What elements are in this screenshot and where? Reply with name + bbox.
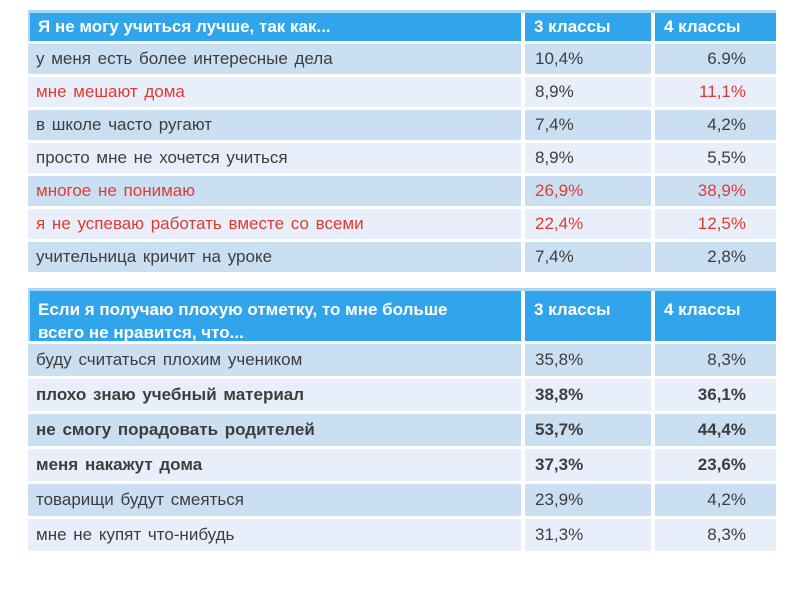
row-value-v3: 37,3% bbox=[525, 449, 651, 481]
row-label: товарищи будут смеяться bbox=[28, 484, 521, 516]
table2-header-col-3-classes: 3 классы bbox=[525, 291, 651, 341]
row-value-v3: 8,9% bbox=[525, 143, 651, 173]
row-value-v4: 12,5% bbox=[655, 209, 776, 239]
table1-header-col-3-classes: 3 классы bbox=[525, 13, 651, 41]
row-value-v4: 44,4% bbox=[655, 414, 776, 446]
table-row: меня накажут дома 37,3% 23,6% bbox=[28, 449, 776, 481]
row-label: не смогу порадовать родителей bbox=[28, 414, 521, 446]
table-row: мне не купят что-нибудь 31,3% 8,3% bbox=[28, 519, 776, 551]
row-value-v3: 7,4% bbox=[525, 242, 651, 272]
row-value-v3: 31,3% bbox=[525, 519, 651, 551]
row-value-v3: 26,9% bbox=[525, 176, 651, 206]
row-value-v3: 53,7% bbox=[525, 414, 651, 446]
table-row: учительница кричит на уроке 7,4% 2,8% bbox=[28, 242, 776, 272]
table-row: я не успеваю работать вместе со всеми 22,… bbox=[28, 209, 776, 239]
row-value-v4: 8,3% bbox=[655, 519, 776, 551]
row-value-v3: 23,9% bbox=[525, 484, 651, 516]
table-row: буду считаться плохим учеником 35,8% 8,3% bbox=[28, 344, 776, 376]
row-label: мне не купят что-нибудь bbox=[28, 519, 521, 551]
table-row: не смогу порадовать родителей 53,7% 44,4% bbox=[28, 414, 776, 446]
row-label: многое не понимаю bbox=[28, 176, 521, 206]
row-value-v3: 8,9% bbox=[525, 77, 651, 107]
row-value-v3: 38,8% bbox=[525, 379, 651, 411]
table-header-row: Если я получаю плохую отметку, то мне бо… bbox=[28, 288, 776, 342]
table-row: товарищи будут смеяться 23,9% 4,2% bbox=[28, 484, 776, 516]
row-label: я не успеваю работать вместе со всеми bbox=[28, 209, 521, 239]
row-value-v4: 4,2% bbox=[655, 110, 776, 140]
row-label: буду считаться плохим учеником bbox=[28, 344, 521, 376]
row-label: в школе часто ругают bbox=[28, 110, 521, 140]
table-row: плохо знаю учебный материал 38,8% 36,1% bbox=[28, 379, 776, 411]
row-value-v4: 8,3% bbox=[655, 344, 776, 376]
row-value-v4: 5,5% bbox=[655, 143, 776, 173]
row-label: мне мешают дома bbox=[28, 77, 521, 107]
table-row: в школе часто ругают 7,4% 4,2% bbox=[28, 110, 776, 140]
table1-header-col-4-classes: 4 классы bbox=[655, 13, 776, 41]
row-label: просто мне не хочется учиться bbox=[28, 143, 521, 173]
row-label: плохо знаю учебный материал bbox=[28, 379, 521, 411]
row-value-v4: 4,2% bbox=[655, 484, 776, 516]
row-value-v4: 2,8% bbox=[655, 242, 776, 272]
table2-header-question: Если я получаю плохую отметку, то мне бо… bbox=[28, 291, 521, 342]
row-value-v3: 7,4% bbox=[525, 110, 651, 140]
table2-header-col-4-classes: 4 классы bbox=[655, 291, 776, 341]
row-label: у меня есть более интересные дела bbox=[28, 44, 521, 74]
table2-body: буду считаться плохим учеником 35,8% 8,3% п… bbox=[28, 344, 776, 551]
table-header-row: Я не могу учиться лучше, так как... 3 кл… bbox=[28, 10, 776, 41]
table-row: у меня есть более интересные дела 10,4% 6.… bbox=[28, 44, 776, 74]
table1-body: у меня есть более интересные дела 10,4% 6.… bbox=[28, 44, 776, 272]
table1-header-question: Я не могу учиться лучше, так как... bbox=[28, 13, 521, 41]
row-value-v3: 35,8% bbox=[525, 344, 651, 376]
row-value-v4: 36,1% bbox=[655, 379, 776, 411]
row-value-v3: 22,4% bbox=[525, 209, 651, 239]
row-label: меня накажут дома bbox=[28, 449, 521, 481]
table-bad-mark-dislikes: Если я получаю плохую отметку, то мне бо… bbox=[28, 288, 776, 551]
row-value-v4: 6.9% bbox=[655, 44, 776, 74]
table-reasons-cant-study-better: Я не могу учиться лучше, так как... 3 кл… bbox=[28, 10, 776, 272]
row-value-v4: 38,9% bbox=[655, 176, 776, 206]
row-value-v4: 11,1% bbox=[655, 77, 776, 107]
row-value-v3: 10,4% bbox=[525, 44, 651, 74]
row-label: учительница кричит на уроке bbox=[28, 242, 521, 272]
table-row: просто мне не хочется учиться 8,9% 5,5% bbox=[28, 143, 776, 173]
table-row: многое не понимаю 26,9% 38,9% bbox=[28, 176, 776, 206]
row-value-v4: 23,6% bbox=[655, 449, 776, 481]
table-row: мне мешают дома 8,9% 11,1% bbox=[28, 77, 776, 107]
